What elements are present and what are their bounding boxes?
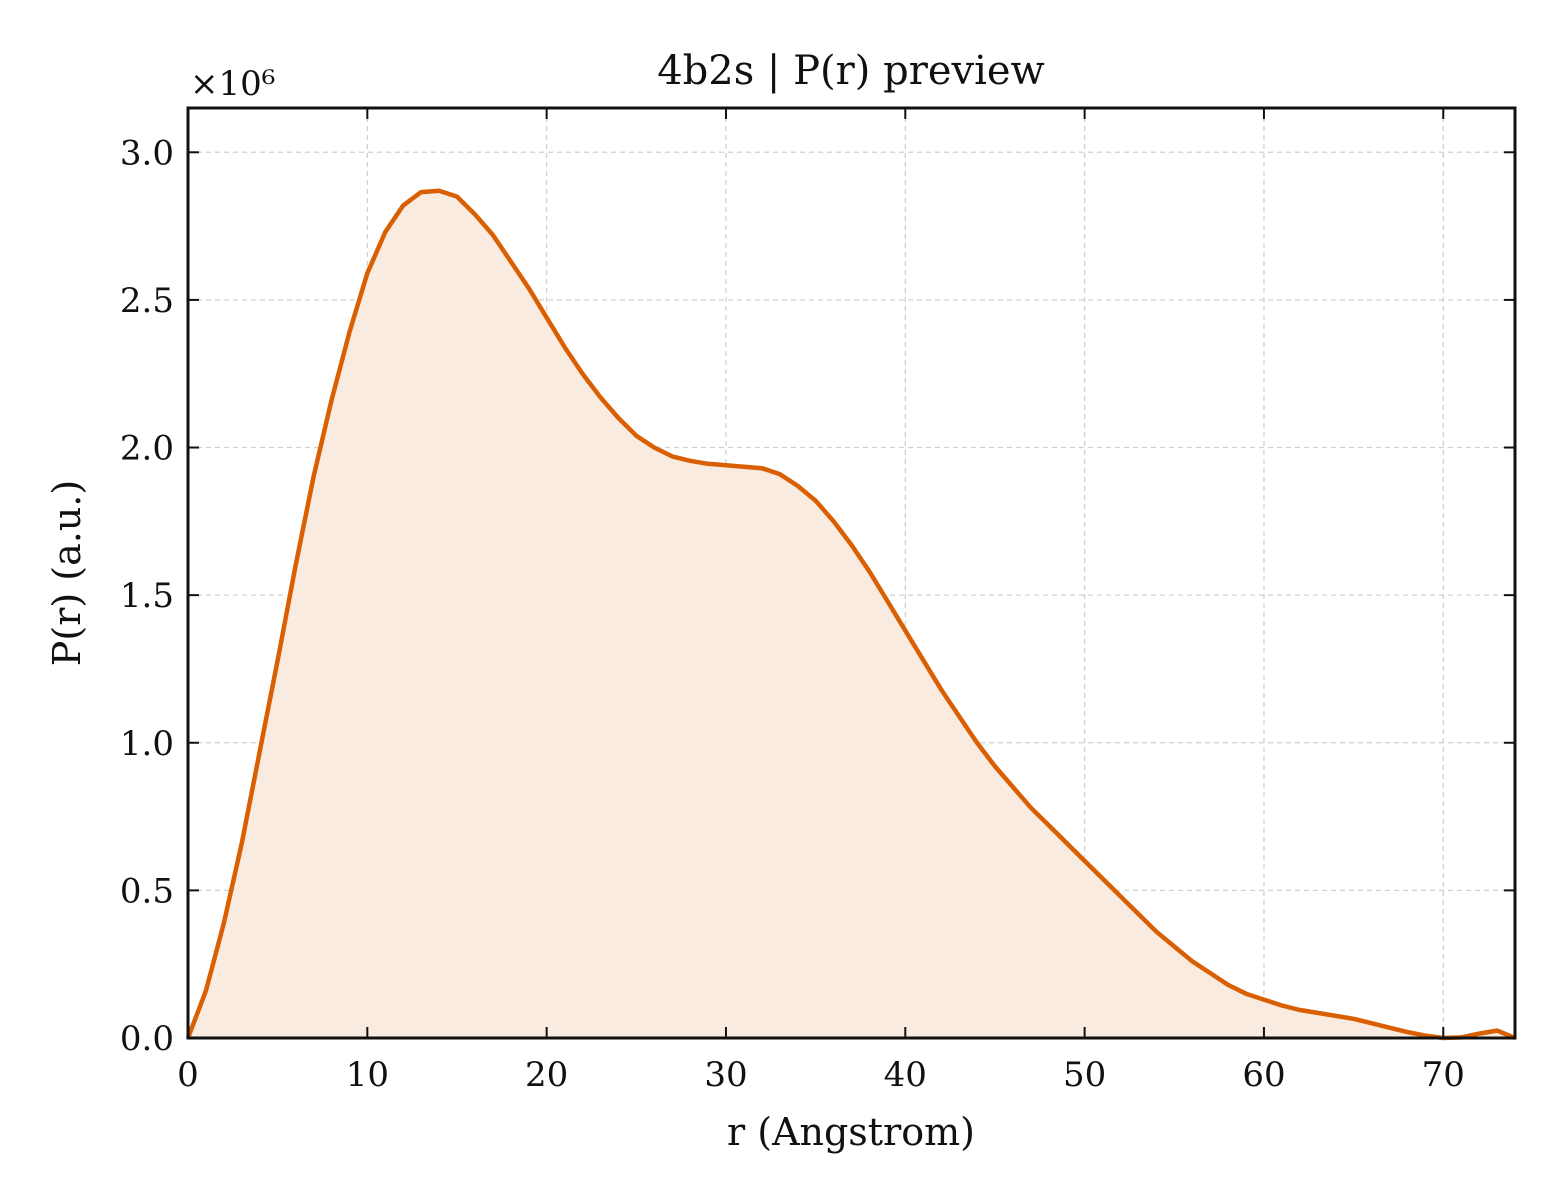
x-tick-label: 60	[1242, 1055, 1285, 1095]
axis-ticks	[187, 108, 1515, 1039]
y-tick-label: 2.0	[120, 429, 174, 469]
y-axis-label: P(r) (a.u.)	[45, 480, 89, 666]
x-tick-label: 30	[704, 1055, 747, 1095]
area-fill	[188, 190, 1515, 1038]
y-tick-label: 3.0	[120, 133, 174, 173]
x-tick-labels: 0 10 20 30 40 50 60 70	[177, 1055, 1465, 1095]
x-axis-label: r (Angstrom)	[727, 1110, 975, 1154]
x-tick-label: 0	[177, 1055, 199, 1095]
y-tick-label: 2.5	[120, 281, 174, 321]
y-tick-label: 1.0	[120, 724, 174, 764]
x-tick-label: 50	[1063, 1055, 1106, 1095]
y-tick-label: 0.5	[120, 871, 174, 911]
y-axis-multiplier: ×10⁶	[190, 64, 275, 104]
plot-frame	[186, 106, 1517, 1040]
x-tick-label: 20	[525, 1055, 568, 1095]
chart-title: 4b2s | P(r) preview	[657, 48, 1045, 94]
y-tick-labels: 0.0 0.5 1.0 1.5 2.0 2.5 3.0	[120, 133, 174, 1059]
y-tick-label: 0.0	[120, 1019, 174, 1059]
x-tick-label: 40	[884, 1055, 927, 1095]
y-tick-label: 1.5	[120, 576, 174, 616]
x-tick-label: 10	[346, 1055, 389, 1095]
x-tick-label: 70	[1422, 1055, 1465, 1095]
series-line	[185, 188, 1516, 1041]
